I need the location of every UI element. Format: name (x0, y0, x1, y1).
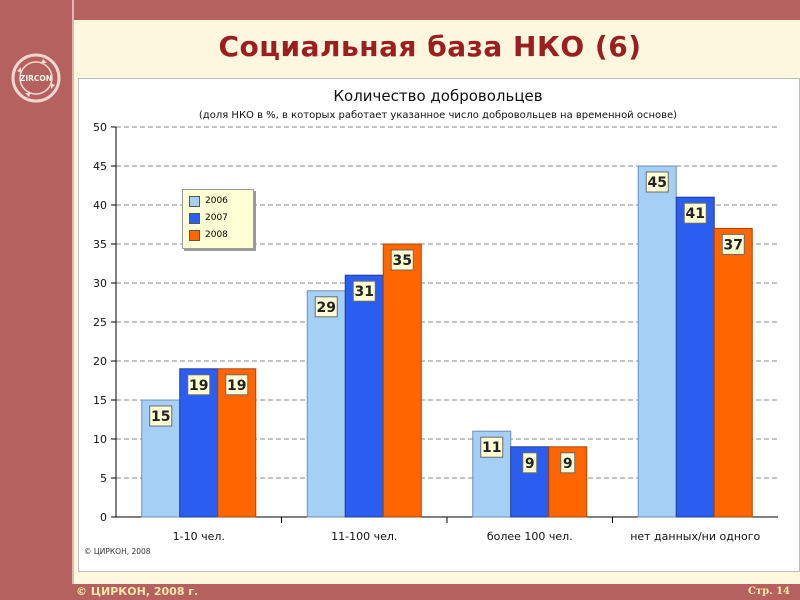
chart-note: © ЦИРКОН, 2008 (84, 547, 151, 556)
data-label-box (721, 233, 745, 255)
chart-legend: 2006 2007 2008 (182, 189, 254, 249)
y-tick-label: 30 (93, 277, 107, 290)
data-label-box (522, 452, 538, 474)
bar-2007-3 (675, 196, 715, 518)
y-tick-label: 40 (93, 199, 107, 212)
data-label: 19 (189, 378, 208, 394)
data-label-box (225, 374, 249, 396)
legend-swatch-2008 (189, 229, 200, 241)
data-label-box (390, 249, 414, 271)
bar-2007-1 (344, 274, 384, 518)
data-label-box (480, 436, 504, 458)
data-label-box (560, 452, 576, 474)
chart-subtitle: (доля НКО в %, в которых работает указан… (199, 110, 677, 121)
bar-2008-3 (713, 227, 753, 518)
page-title: Социальная база НКО (6) (218, 30, 642, 63)
data-label: 9 (563, 456, 573, 472)
data-label: 19 (227, 378, 246, 394)
data-label-box (683, 202, 707, 224)
bar-2008-1 (382, 243, 422, 518)
data-label: 41 (686, 206, 705, 222)
y-tick-label: 35 (93, 238, 107, 251)
bar-2006-1 (306, 290, 346, 518)
data-label-box (149, 405, 173, 427)
y-tick-label: 0 (100, 511, 107, 524)
zircon-logo: ZIRCON (11, 53, 61, 103)
y-tick-label: 25 (93, 316, 107, 329)
data-label-box (352, 280, 376, 302)
data-label: 15 (151, 409, 170, 425)
legend-swatch-2007 (189, 212, 200, 224)
data-label-box (645, 171, 669, 193)
top-bar (0, 0, 800, 20)
data-label: 29 (317, 300, 336, 316)
data-label: 45 (648, 175, 667, 191)
x-category-label: 1-10 чел. (173, 530, 225, 543)
chart-title: Количество добровольцев (333, 87, 542, 105)
logo-text: ZIRCON (20, 74, 52, 83)
x-category-label: более 100 чел. (487, 530, 573, 543)
footer-copyright: © ЦИРКОН, 2008 г. (76, 585, 199, 598)
x-category-label: нет данных/ни одного (630, 530, 760, 543)
legend-item-2008: 2008 (189, 228, 228, 242)
data-label: 11 (482, 440, 501, 456)
bottom-bar (0, 584, 800, 600)
data-label-box (314, 296, 338, 318)
page-number: Стр. 14 (747, 586, 790, 597)
data-label: 37 (724, 237, 743, 253)
y-tick-label: 20 (93, 355, 107, 368)
y-tick-label: 10 (93, 433, 107, 446)
bar-chart: Количество добровольцев (доля НКО в %, в … (84, 87, 778, 556)
legend-label-2006: 2006 (205, 196, 228, 206)
data-label: 31 (355, 284, 374, 300)
legend-label-2007: 2007 (205, 213, 228, 223)
legend-item-2006: 2006 (189, 194, 228, 208)
data-label: 9 (525, 456, 535, 472)
x-category-label: 11-100 чел. (331, 530, 397, 543)
legend-label-2008: 2008 (205, 230, 228, 240)
data-label: 35 (393, 253, 412, 269)
y-tick-label: 45 (93, 160, 107, 173)
legend-swatch-2006 (189, 195, 200, 207)
left-sidebar (0, 20, 74, 584)
bar-2006-3 (637, 165, 677, 518)
data-label-box (187, 374, 211, 396)
y-tick-label: 15 (93, 394, 107, 407)
legend-item-2007: 2007 (189, 211, 228, 225)
y-tick-label: 5 (100, 472, 107, 485)
y-tick-label: 50 (93, 121, 107, 134)
